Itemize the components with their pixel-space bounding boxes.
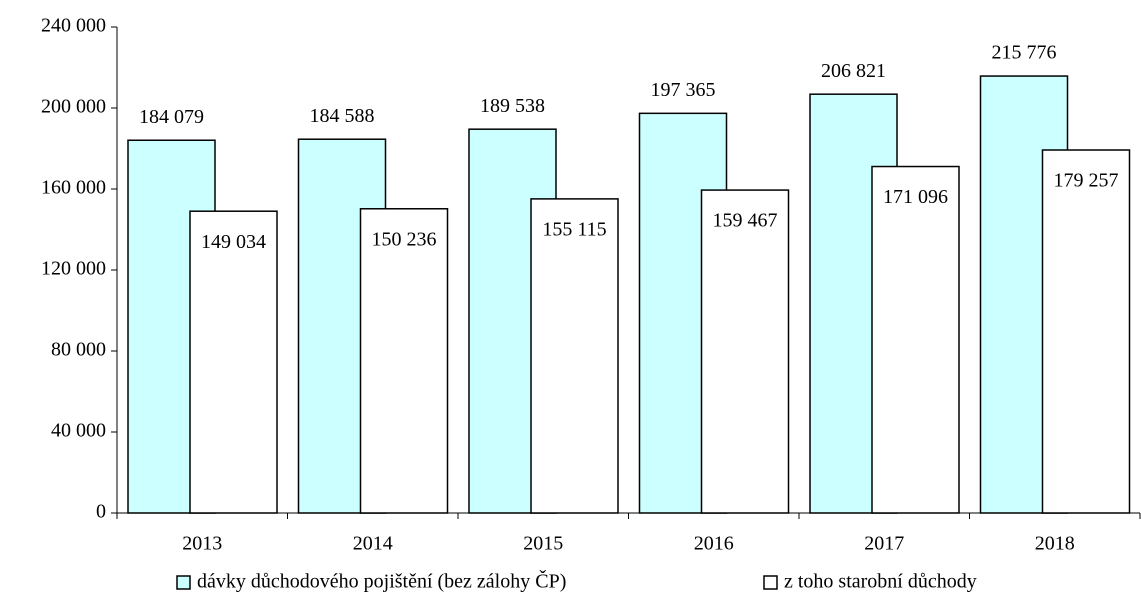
data-label: 197 365 [651, 79, 716, 101]
y-tick-label: 240 000 [41, 15, 106, 37]
bar [530, 198, 619, 514]
bar [189, 210, 278, 514]
data-label: 215 776 [992, 42, 1057, 64]
y-tick-label: 0 [96, 501, 106, 523]
data-label: 149 034 [201, 231, 266, 253]
x-tick-label: 2015 [523, 533, 563, 555]
data-label: 155 115 [542, 218, 606, 240]
x-tick-label: 2013 [182, 533, 222, 555]
data-label: 184 079 [139, 106, 204, 128]
data-label: 179 257 [1054, 170, 1119, 192]
bar [1041, 149, 1131, 514]
x-tick-label: 2017 [864, 533, 904, 555]
data-label: 150 236 [372, 228, 437, 250]
bar [871, 165, 960, 514]
bar [359, 208, 449, 514]
data-label: 184 588 [310, 105, 375, 127]
y-tick-label: 120 000 [41, 258, 106, 280]
y-tick-label: 40 000 [51, 420, 106, 442]
data-label: 171 096 [883, 186, 948, 208]
legend-label: dávky důchodového pojištění (bez zálohy … [197, 569, 566, 593]
x-tick-label: 2014 [353, 533, 393, 555]
data-label: 189 538 [480, 95, 545, 117]
legend-swatch [176, 575, 191, 590]
legend-swatch [763, 575, 778, 590]
data-label: 206 821 [821, 60, 886, 82]
x-tick-label: 2016 [694, 533, 734, 555]
bar [700, 189, 790, 514]
x-tick-label: 2018 [1035, 533, 1075, 555]
y-tick-label: 80 000 [51, 339, 106, 361]
legend-label: z toho starobní důchody [784, 571, 977, 593]
data-label: 159 467 [713, 210, 778, 232]
y-tick-label: 160 000 [41, 177, 106, 199]
y-tick-label: 200 000 [41, 96, 106, 118]
